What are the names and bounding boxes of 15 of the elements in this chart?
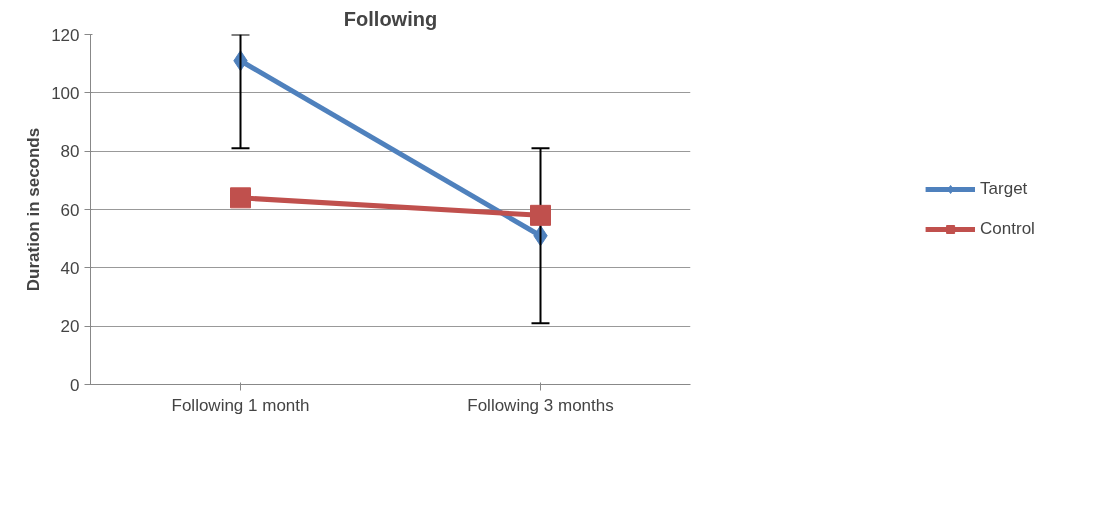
- y-tick-label: 20: [60, 317, 80, 337]
- y-tick-label: 100: [51, 83, 80, 103]
- x-tick-label: Following 3 months: [467, 395, 614, 415]
- y-tick-label: 0: [70, 375, 80, 395]
- point: [530, 204, 551, 226]
- legend-label: Control: [980, 219, 1035, 239]
- chart-title: Following: [343, 7, 438, 30]
- y-tick-label: 60: [60, 200, 80, 220]
- y-tick-label: 120: [51, 25, 80, 45]
- y-axis-title: Duration in seconds: [24, 127, 44, 292]
- x-tick-label: Following 1 month: [171, 395, 310, 415]
- point: [230, 187, 251, 209]
- y-tick-label: 40: [60, 258, 80, 278]
- y-tick-label: 80: [60, 142, 80, 162]
- legend-label: Target: [980, 179, 1028, 199]
